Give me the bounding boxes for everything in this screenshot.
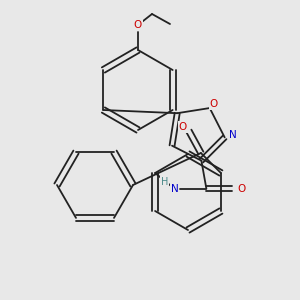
- Text: N: N: [229, 130, 236, 140]
- Text: O: O: [237, 184, 245, 194]
- Text: O: O: [134, 20, 142, 30]
- Text: O: O: [179, 122, 187, 132]
- Text: O: O: [210, 99, 218, 109]
- Text: N: N: [170, 184, 178, 194]
- Text: H: H: [161, 177, 168, 187]
